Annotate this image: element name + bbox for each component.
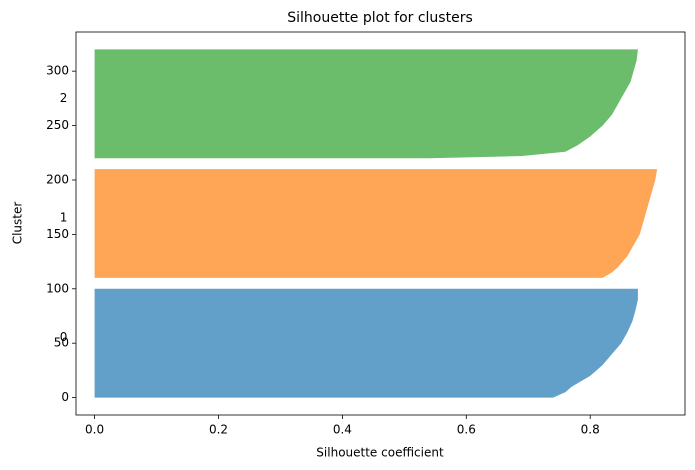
silhouette-area: [94, 288, 638, 398]
x-tick-label: 0.6: [457, 423, 476, 437]
y-axis-label: Cluster: [11, 202, 25, 245]
y-tick-label: 150: [46, 227, 69, 241]
y-tick-label: 0: [61, 390, 69, 404]
silhouette-area: [94, 169, 658, 278]
silhouette-area: [94, 49, 638, 159]
x-tick-label: 0.8: [581, 423, 600, 437]
chart-title: Silhouette plot for clusters: [287, 10, 473, 26]
cluster-label: 2: [60, 91, 68, 105]
y-tick-label: 250: [46, 118, 69, 132]
y-tick-label: 200: [46, 172, 69, 186]
x-tick-label: 0.4: [333, 423, 352, 437]
x-tick-label: 0.0: [85, 423, 104, 437]
x-axis-label: Silhouette coefficient: [316, 446, 444, 460]
y-tick-label: 50: [54, 336, 69, 350]
y-tick-label: 300: [46, 64, 69, 78]
y-tick-label: 100: [46, 281, 69, 295]
x-tick-label: 0.2: [209, 423, 228, 437]
cluster-label: 1: [60, 211, 68, 225]
cluster-label: 0: [60, 330, 68, 344]
plot-frame: [75, 31, 686, 416]
